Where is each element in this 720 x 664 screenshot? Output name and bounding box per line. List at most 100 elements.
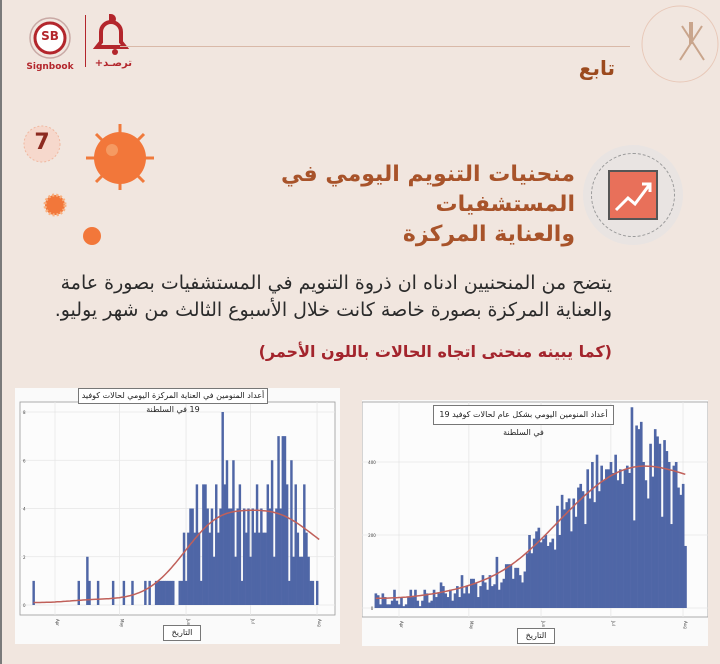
trend-note: (كما يبينه منحنى اتجاه الحالات باللون ال…	[258, 342, 612, 361]
bar	[409, 589, 413, 608]
bar	[430, 600, 434, 608]
body-line2: والعناية المركزة بصورة خاصة كانت خلال ال…	[54, 299, 612, 321]
bar	[591, 462, 594, 608]
bar	[565, 502, 569, 608]
bar	[449, 589, 452, 608]
bar	[435, 597, 438, 608]
trend-line	[33, 509, 320, 604]
bar	[428, 602, 431, 608]
bar	[504, 564, 508, 608]
bar	[609, 462, 613, 608]
bar	[623, 469, 627, 608]
bar	[423, 589, 427, 608]
bar	[257, 532, 261, 605]
tarassud-label: ترصـد+	[94, 58, 132, 69]
bar	[432, 589, 436, 608]
y-tick-label: 0	[23, 603, 26, 608]
bar	[474, 582, 478, 608]
bar	[225, 460, 229, 605]
bar	[379, 604, 382, 608]
bar	[195, 484, 199, 605]
icu-chart-xlabel: التاريخ	[163, 625, 201, 641]
bar	[470, 578, 473, 608]
bar	[460, 575, 464, 608]
hospital-chart: 0 200 400 Apr May Jun Jul Aug	[361, 401, 709, 630]
bar	[637, 429, 641, 608]
bar	[223, 484, 227, 605]
bar	[264, 532, 267, 605]
bar	[285, 484, 289, 605]
bar	[421, 600, 424, 608]
bar	[483, 582, 487, 608]
bar	[602, 480, 606, 608]
bar	[96, 580, 100, 605]
bar	[163, 580, 166, 605]
bar	[411, 597, 415, 608]
bar	[400, 597, 403, 608]
y-tick-label: 8	[23, 410, 26, 415]
bar	[227, 508, 231, 605]
bar	[528, 535, 531, 608]
icu-chart-title: أعداد المنومين في العناية المركزة اليومي…	[78, 388, 268, 414]
bar	[642, 462, 645, 608]
bar	[556, 505, 559, 608]
bar	[416, 600, 420, 608]
bar	[605, 469, 608, 608]
bar	[572, 498, 576, 608]
oman-emblem	[630, 2, 720, 92]
bar	[270, 460, 274, 605]
x-tick-label: Jun	[186, 618, 191, 626]
bar	[493, 584, 496, 608]
bar	[193, 532, 196, 605]
section-body: يتضح من المنحنيين ادناه ان ذروة التنويم …	[12, 270, 612, 324]
bar	[154, 580, 158, 605]
bar	[479, 586, 482, 608]
bar	[172, 580, 175, 605]
bar	[684, 545, 687, 608]
bar	[616, 480, 620, 608]
bar	[656, 436, 659, 608]
bell-icon	[92, 13, 130, 55]
bar	[238, 484, 242, 605]
bar	[437, 593, 441, 608]
bar	[607, 469, 610, 608]
bar	[544, 535, 548, 608]
bar	[588, 498, 592, 608]
bar	[625, 465, 629, 608]
bar	[476, 597, 480, 608]
bar	[418, 606, 422, 608]
bar	[251, 508, 254, 605]
bar	[191, 508, 194, 605]
signbook-label: Signbook	[26, 62, 74, 72]
bar	[255, 484, 259, 605]
x-tick-label: Apr	[55, 619, 60, 626]
bar	[507, 564, 510, 608]
bar	[490, 586, 494, 608]
bar	[456, 586, 459, 608]
bar	[407, 597, 410, 608]
bar	[402, 606, 406, 608]
number-badge: 7	[20, 122, 64, 166]
signbook-logo-text: SB	[41, 29, 59, 43]
bar	[77, 580, 81, 605]
bar	[144, 580, 147, 605]
bar	[232, 460, 235, 605]
bar	[558, 535, 562, 608]
bar	[530, 553, 534, 608]
bar	[516, 567, 520, 608]
hospital-chart-title: أعداد المنومين اليومي بشكل عام لحالات كو…	[433, 405, 614, 437]
x-tick-label: Aug	[317, 619, 322, 627]
bar	[570, 531, 573, 608]
bar	[537, 527, 541, 608]
section-number: 7	[34, 130, 50, 155]
tarassud-logo: ترصـد+	[88, 12, 134, 74]
bar	[397, 604, 401, 608]
bar	[465, 586, 468, 608]
bar	[560, 494, 564, 608]
x-tick-label: Jul	[611, 620, 616, 626]
bar	[199, 580, 203, 605]
bar	[215, 484, 218, 605]
bar	[579, 483, 583, 608]
icu-chart: 0 2 4 6 8 Apr May Jun Jul Aug	[19, 401, 336, 628]
bar	[32, 580, 35, 605]
